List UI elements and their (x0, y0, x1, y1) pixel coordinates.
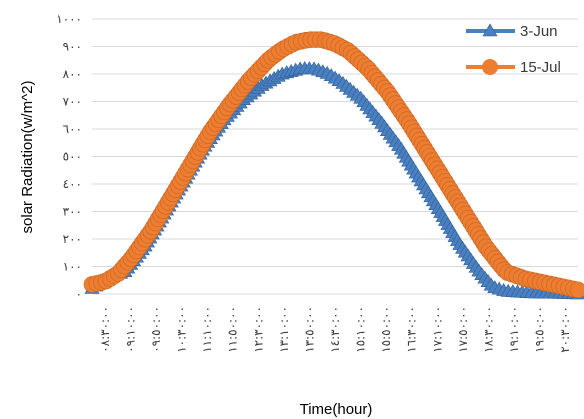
x-tick-label: ٠٩:٥٠:٠٠ (149, 306, 163, 353)
x-axis-title: Time(hour) (300, 401, 373, 418)
x-tick-label: ١١:٥٠:٠٠ (226, 306, 240, 353)
series-15-Jul (83, 31, 584, 299)
data-point (569, 281, 584, 299)
x-tick-label: ١٨:٣٠:٠٠ (481, 306, 495, 353)
gridlines (92, 18, 578, 295)
legend-label: 15-Jul (520, 59, 561, 76)
x-tick-label: ١٧:١٠:٠٠ (430, 306, 444, 353)
x-tick-label: ١٤:٣٠:٠٠ (328, 306, 342, 353)
legend-marker (482, 59, 498, 75)
legend-marker (482, 23, 498, 37)
x-tick-label: ١٣:٥٠:٠٠ (302, 306, 316, 353)
x-tick-label: ٠٨:٣٠:٠٠ (98, 306, 112, 353)
x-tick-label: ١٣:١٠:٠٠ (277, 306, 291, 353)
y-tick-label: ٠ (76, 287, 82, 301)
y-tick-label: ٨٠٠ (63, 67, 82, 81)
y-tick-label: ٩٠٠ (63, 40, 82, 54)
x-tick-label: ١٢:٣٠:٠٠ (251, 306, 265, 353)
x-tick-label: ١١:١٠:٠٠ (200, 306, 214, 353)
y-tick-label: ٧٠٠ (63, 95, 82, 109)
legend-label: 3-Jun (520, 23, 558, 40)
y-tick-label: ١٠٠ (63, 260, 82, 274)
x-tick-label: ٠٩:١٠:٠٠ (123, 306, 137, 353)
series-layer (83, 31, 584, 300)
y-tick-label: ٣٠٠ (63, 205, 82, 219)
x-tick-label: ١٥:٥٠:٠٠ (379, 306, 393, 353)
y-tick-label: ٥٠٠ (63, 150, 82, 164)
y-axis-ticks: ٠ ١٠٠ ٢٠٠ ٣٠٠ ٤٠٠ ٥٠٠ ٦٠٠ ٧٠٠ ٨٠٠ ٩٠٠ ١٠٠٠ (56, 12, 82, 301)
x-axis-ticks: ٠٨:٣٠:٠٠ ٠٩:١٠:٠٠ ٠٩:٥٠:٠٠ ١٠:٣٠:٠٠ ١١:١٠:٠٠… (98, 306, 572, 353)
x-tick-label: ١٠:٣٠:٠٠ (175, 306, 189, 353)
x-tick-label: ١٧:٥٠:٠٠ (456, 306, 470, 353)
y-tick-label: ٦٠٠ (63, 122, 82, 136)
legend: 3-Jun 15-Jul (466, 23, 561, 76)
x-tick-label: ٢٠:٣٠:٠٠ (558, 306, 572, 353)
y-axis-title: solar Radiation(w/m^2) (19, 81, 36, 234)
x-tick-label: ١٩:٥٠:٠٠ (533, 306, 547, 353)
y-tick-label: ٢٠٠ (63, 232, 82, 246)
x-tick-label: ١٩:١٠:٠٠ (507, 306, 521, 353)
x-tick-label: ١٦:٣٠:٠٠ (405, 306, 419, 353)
x-tick-label: ١٥:١٠:٠٠ (354, 306, 368, 353)
y-tick-label: ١٠٠٠ (56, 12, 82, 26)
y-tick-label: ٤٠٠ (63, 177, 82, 191)
